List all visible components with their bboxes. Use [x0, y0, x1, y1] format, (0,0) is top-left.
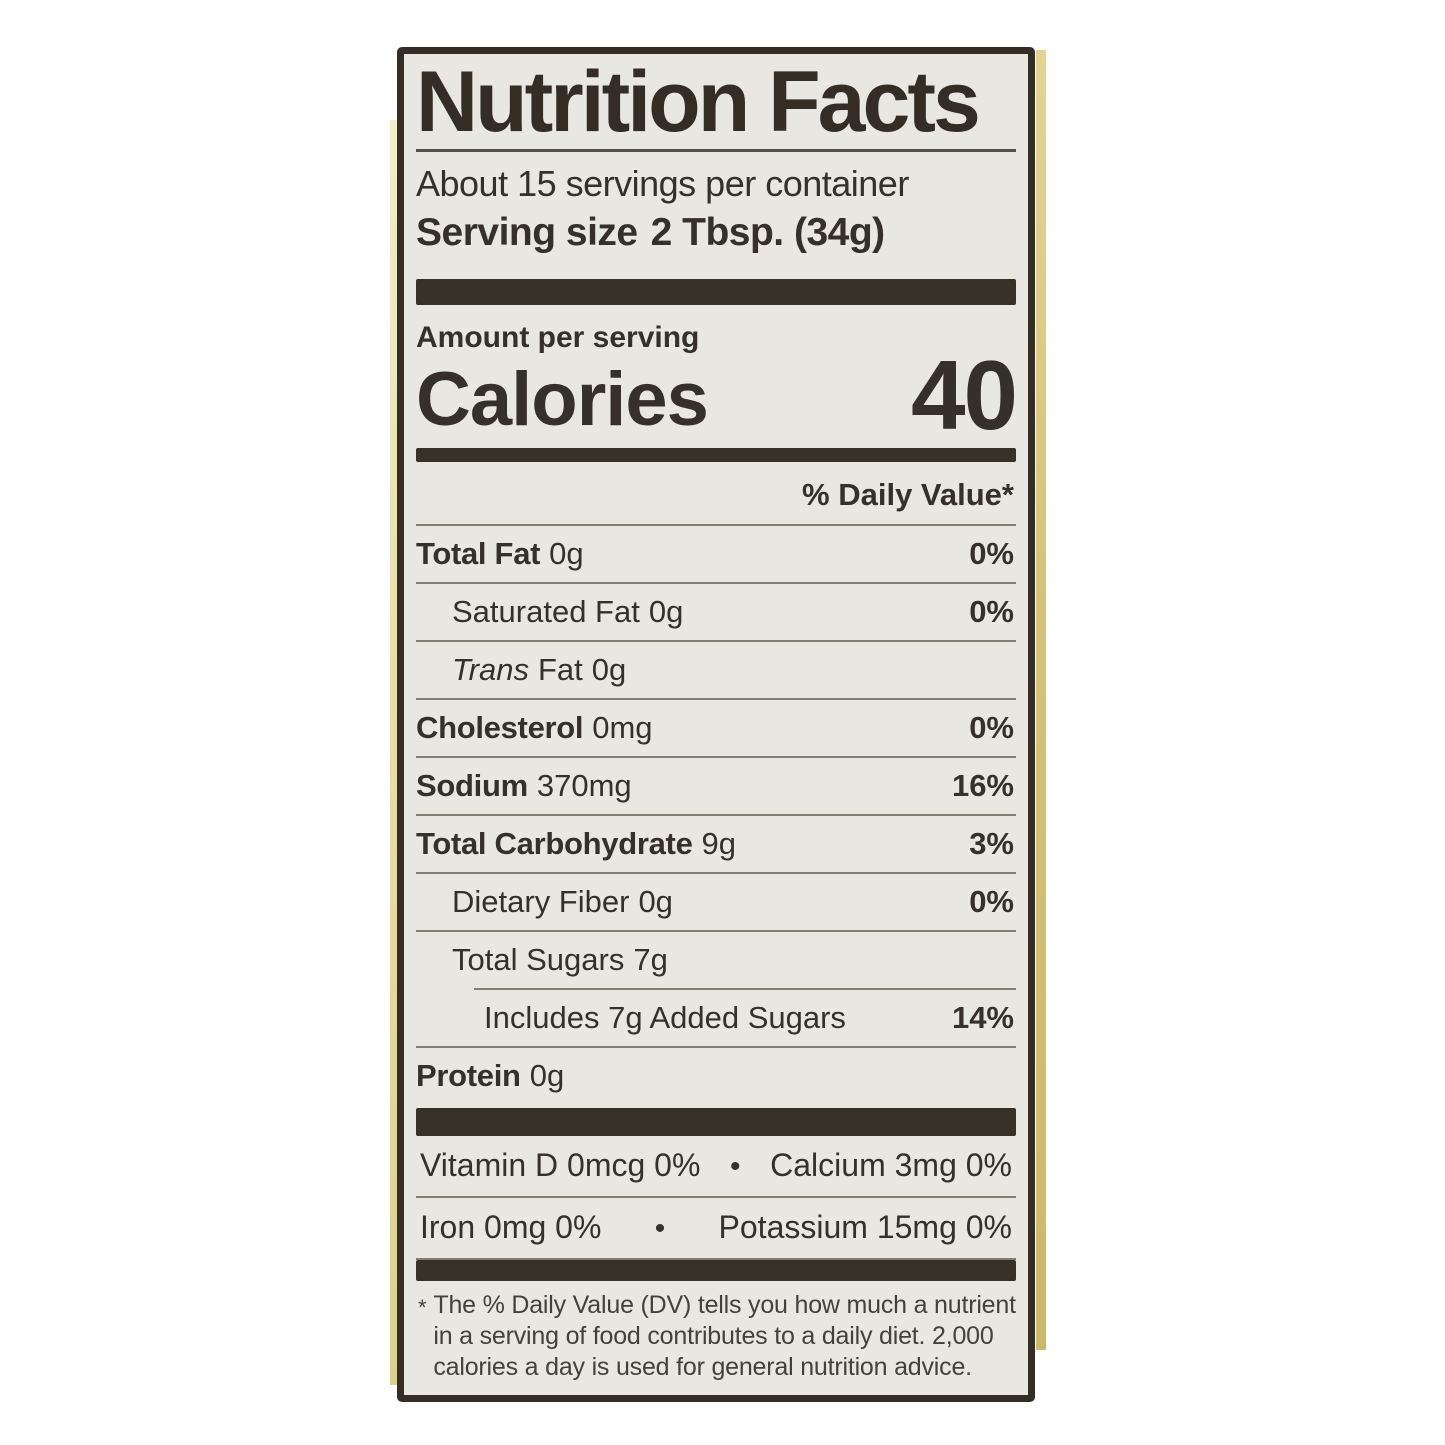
- amount-per-serving-label: Amount per serving: [416, 321, 700, 355]
- nutrient-name: Protein: [416, 1057, 521, 1093]
- serving-size-value: 2 Tbsp. (34g): [650, 211, 886, 255]
- nutrient-amount: 0g: [591, 651, 627, 687]
- nutrient-amount: 370mg: [536, 767, 632, 803]
- micronutrient-right: Potassium 15mg 0%: [718, 1208, 1012, 1245]
- nutrient-name: Total Sugars: [452, 941, 625, 977]
- daily-value-percent: 14%: [951, 999, 1014, 1035]
- nutrient-row-cholesterol: Cholesterol 0mg 0%: [416, 700, 1016, 758]
- daily-value-percent: 16%: [951, 767, 1014, 803]
- micronutrient-left: Vitamin D 0mcg 0%: [420, 1146, 701, 1183]
- nutrient-amount: 0g: [638, 883, 673, 919]
- nutrient-row-dietary-fiber: Dietary Fiber 0g 0%: [416, 874, 1016, 932]
- bullet-separator: •: [730, 1149, 741, 1183]
- micronutrient-left: Iron 0mg 0%: [420, 1208, 602, 1245]
- nutrient-name: Total Carbohydrate: [416, 825, 693, 861]
- nutrient-amount: 0mg: [592, 709, 653, 745]
- nutrient-name: Dietary Fiber: [452, 883, 630, 919]
- daily-value-header: % Daily Value*: [416, 462, 1016, 526]
- bullet-separator: •: [654, 1211, 666, 1245]
- nutrient-name: Fat: [537, 651, 583, 687]
- micronutrient-row-1: Vitamin D 0mcg 0% • Calcium 3mg 0%: [416, 1136, 1016, 1198]
- serving-size-label: Serving size: [416, 211, 638, 255]
- calories-row: Calories 40: [416, 340, 1018, 451]
- nutrient-row-sodium: Sodium 370mg 16%: [416, 758, 1016, 816]
- footnote-line: The % Daily Value (DV) tells you how muc…: [433, 1290, 1016, 1319]
- panel-title: Nutrition Facts: [416, 54, 981, 150]
- nutrient-amount: 0g: [648, 593, 684, 629]
- daily-value-footnote: * The % Daily Value (DV) tells you how m…: [416, 1281, 1016, 1387]
- nutrient-name: Cholesterol: [416, 709, 584, 745]
- nutrition-facts-panel: Nutrition Facts About 15 servings per co…: [397, 47, 1035, 1402]
- nutrient-amount: 9g: [701, 825, 736, 861]
- servings-per-container: About 15 servings per container: [416, 163, 909, 205]
- nutrient-row-protein: Protein 0g: [416, 1048, 1016, 1104]
- serving-size-row: Serving size 2 Tbsp. (34g): [416, 211, 1016, 255]
- nutrient-row-total-fat: Total Fat 0g 0%: [416, 526, 1016, 584]
- jar-edge-left: [390, 120, 397, 1385]
- nutrient-row-total-carbohydrate: Total Carbohydrate 9g 3%: [416, 816, 1016, 874]
- thick-divider-vitamins: [416, 1107, 1016, 1136]
- nutrient-name-italic: Trans: [452, 651, 529, 687]
- footnote-line: calories a day is used for general nutri…: [433, 1352, 972, 1381]
- nutrient-name: Total Fat: [416, 535, 541, 571]
- daily-value-percent: 3%: [969, 825, 1014, 861]
- calories-label: Calories: [416, 356, 709, 442]
- nutrient-name: Sodium: [416, 767, 528, 803]
- daily-value-percent: 0%: [969, 709, 1014, 745]
- thick-divider-bottom: [416, 1259, 1016, 1281]
- nutrient-amount: 0g: [549, 535, 584, 571]
- medium-divider-calories: [416, 447, 1016, 462]
- jar-edge-right: [1036, 50, 1046, 1350]
- nutrient-row-total-sugars: Total Sugars 7g: [416, 932, 1016, 988]
- nutrient-name: Saturated Fat: [452, 593, 640, 629]
- micronutrient-right: Calcium 3mg 0%: [770, 1146, 1012, 1183]
- calories-value: 40: [910, 340, 1018, 451]
- indented-divider-added-sugars: [474, 987, 1016, 990]
- nutrient-amount: 7g: [633, 941, 668, 977]
- thick-divider-top: [416, 279, 1016, 306]
- daily-value-percent: 0%: [969, 883, 1014, 919]
- nutrient-amount: 0g: [529, 1057, 565, 1093]
- daily-value-percent: 0%: [969, 593, 1014, 629]
- nutrient-row-saturated-fat: Saturated Fat 0g 0%: [416, 584, 1016, 642]
- nutrient-row-added-sugars: Includes 7g Added Sugars 14%: [416, 990, 1016, 1048]
- nutrient-row-trans-fat: Trans Fat 0g: [416, 642, 1016, 700]
- title-divider: [416, 149, 1016, 153]
- micronutrient-row-2: Iron 0mg 0% • Potassium 15mg 0%: [416, 1198, 1016, 1260]
- daily-value-percent: 0%: [969, 535, 1014, 571]
- nutrient-name: Includes 7g Added Sugars: [484, 999, 846, 1035]
- footnote-asterisk: *: [418, 1294, 427, 1320]
- footnote-line: in a serving of food contributes to a da…: [433, 1321, 994, 1350]
